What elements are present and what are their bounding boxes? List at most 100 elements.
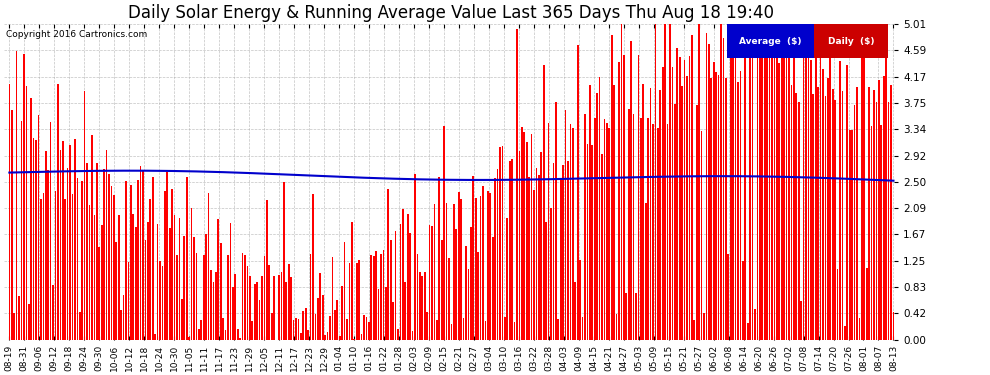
Bar <box>103 169 105 340</box>
Bar <box>358 260 360 340</box>
Bar <box>193 237 195 340</box>
Bar <box>385 287 387 340</box>
Bar <box>106 150 107 340</box>
Bar <box>880 125 882 340</box>
Bar <box>611 35 613 340</box>
Bar <box>601 154 603 340</box>
Bar <box>225 330 227 340</box>
Bar <box>164 191 165 340</box>
Text: Average  ($): Average ($) <box>740 37 802 46</box>
Bar <box>93 215 95 340</box>
Bar <box>370 255 372 340</box>
Bar <box>200 320 202 340</box>
Bar <box>749 45 751 340</box>
Bar <box>475 198 476 340</box>
Bar <box>644 203 646 340</box>
Bar <box>176 255 178 340</box>
Bar <box>815 58 817 340</box>
Bar <box>353 339 355 340</box>
Bar <box>427 312 428 340</box>
Bar <box>805 34 807 340</box>
Bar <box>873 90 875 340</box>
Bar <box>329 316 331 340</box>
Bar <box>414 174 416 340</box>
Bar <box>395 231 396 340</box>
Bar <box>713 62 715 340</box>
Bar <box>606 123 608 340</box>
Bar <box>273 276 275 340</box>
Bar <box>827 78 829 340</box>
Bar <box>285 282 287 340</box>
Bar <box>69 145 71 340</box>
Bar <box>689 57 690 340</box>
Bar <box>599 77 600 340</box>
Bar <box>555 102 556 340</box>
Bar <box>380 254 382 340</box>
Bar <box>400 224 401 340</box>
Bar <box>550 208 551 340</box>
Bar <box>666 124 668 340</box>
Bar <box>360 334 362 340</box>
Bar <box>825 96 827 340</box>
Bar <box>716 72 717 340</box>
Bar <box>511 159 513 340</box>
Bar <box>771 24 773 340</box>
Bar <box>519 151 521 340</box>
Bar <box>171 189 173 340</box>
Bar <box>536 168 538 340</box>
Bar <box>616 314 618 340</box>
Bar <box>397 329 399 340</box>
Bar <box>337 300 339 340</box>
Bar <box>754 309 756 340</box>
Bar <box>332 257 334 340</box>
Bar <box>446 203 447 340</box>
Bar <box>800 301 802 340</box>
Bar <box>591 145 593 340</box>
Bar <box>604 119 605 340</box>
Bar <box>36 140 37 340</box>
Text: Copyright 2016 Cartronics.com: Copyright 2016 Cartronics.com <box>6 30 148 39</box>
Bar <box>111 186 112 340</box>
Bar <box>240 338 241 340</box>
Bar <box>783 57 785 340</box>
Bar <box>409 233 411 340</box>
Bar <box>832 89 834 340</box>
Bar <box>215 272 217 340</box>
Bar <box>143 171 144 340</box>
Bar <box>113 195 115 340</box>
Bar <box>457 192 459 340</box>
Bar <box>846 66 848 340</box>
Bar <box>71 195 73 340</box>
Bar <box>86 163 88 340</box>
Bar <box>26 86 27 340</box>
Bar <box>159 261 160 340</box>
Bar <box>13 313 15 340</box>
Bar <box>178 218 180 340</box>
Bar <box>676 48 678 340</box>
Bar <box>375 251 377 340</box>
Bar <box>587 144 588 340</box>
Bar <box>365 318 367 340</box>
Bar <box>647 118 649 340</box>
Bar <box>123 295 125 340</box>
Bar <box>589 85 591 340</box>
Bar <box>502 146 503 340</box>
Bar <box>572 128 573 340</box>
Bar <box>534 190 535 340</box>
Bar <box>863 51 865 340</box>
Bar <box>577 45 578 340</box>
Bar <box>480 196 481 340</box>
Bar <box>135 226 137 340</box>
Bar <box>751 24 753 340</box>
Bar <box>50 122 51 340</box>
Bar <box>890 85 892 340</box>
Bar <box>245 255 246 340</box>
Bar <box>278 275 280 340</box>
Bar <box>883 75 885 340</box>
Bar <box>848 130 850 340</box>
Bar <box>429 225 431 340</box>
Bar <box>662 67 663 340</box>
Bar <box>57 84 58 340</box>
Bar <box>325 334 326 340</box>
Bar <box>720 24 722 340</box>
